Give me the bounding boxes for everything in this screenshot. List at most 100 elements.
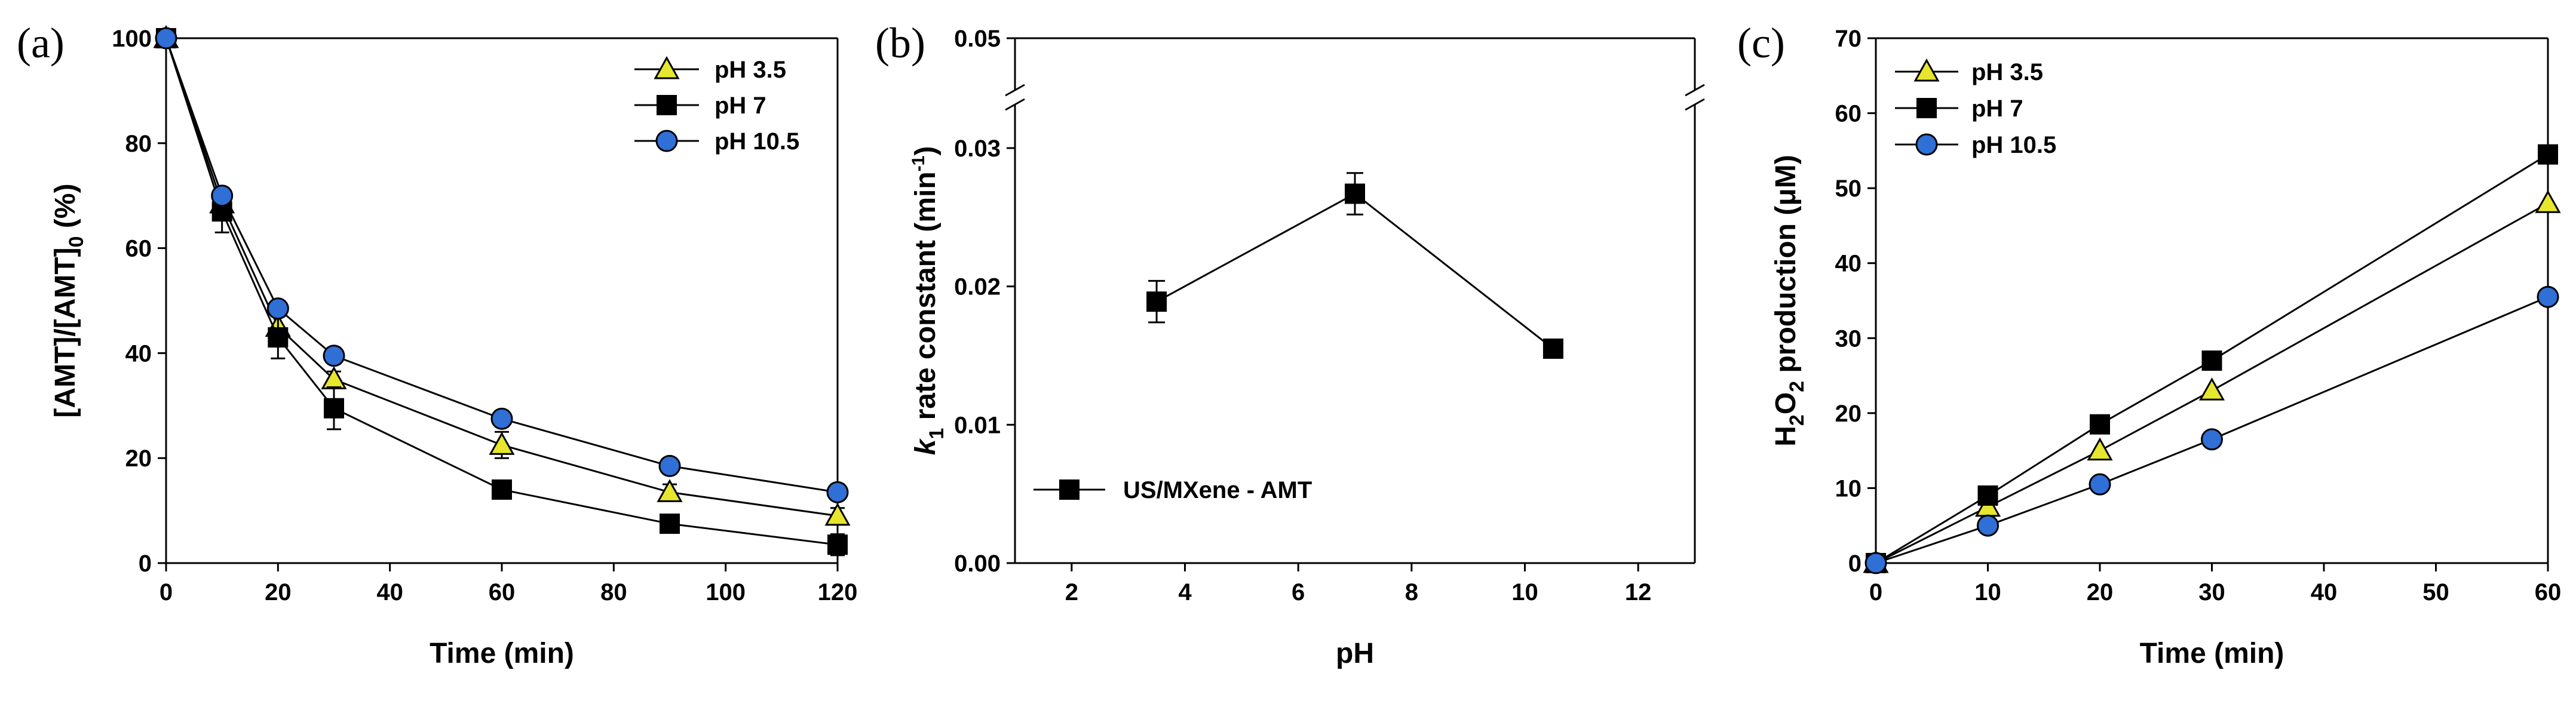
panel-label: (b) [875, 19, 925, 67]
data-point-square [492, 479, 512, 500]
y-tick-label: 70 [1835, 26, 1862, 52]
x-tick-label: 20 [265, 579, 292, 605]
series-line [1156, 192, 1554, 350]
y-tick-label: 40 [125, 340, 152, 367]
x-tick-label: 10 [1974, 579, 2001, 605]
x-tick-label: 60 [489, 579, 516, 605]
axis-break-mark [1685, 98, 1705, 111]
x-tick-label: 120 [818, 579, 858, 605]
y-axis-title-tail: (%) [50, 183, 81, 236]
legend-marker-square [1916, 98, 1937, 118]
legend-label: pH 10.5 [1971, 132, 2056, 158]
legend: US/MXene - AMT [1034, 477, 1312, 503]
y-tick-label: 100 [112, 26, 152, 52]
legend-label: pH 3.5 [714, 57, 786, 83]
x-tick-label: 6 [1292, 579, 1305, 605]
y-tick-label: 40 [1835, 251, 1862, 277]
x-axis-title: Time (min) [2140, 638, 2284, 669]
legend-label: pH 7 [714, 93, 766, 119]
data-point-triangle [489, 432, 515, 455]
x-tick-label: 60 [2535, 579, 2562, 605]
chart-panel-a: 0 20 40 60 80 100 120 0 20 40 60 80 100 Time (min) [AM… [17, 19, 857, 669]
data-point-circle [490, 407, 513, 430]
y-axis-title-end: ) [910, 146, 942, 156]
data-point-circle [1864, 552, 1887, 574]
y-tick-label: 20 [125, 445, 152, 472]
data-point-square [660, 514, 680, 534]
data-point-circle [826, 481, 849, 503]
y-axis-title: H2O2 production (μM) [1770, 155, 1808, 446]
legend-marker-circle [1915, 133, 1938, 156]
data-point-square [1146, 291, 1167, 312]
panel-label: (a) [17, 19, 65, 67]
y-tick-label: 0.00 [954, 551, 1001, 577]
chart-panel-b: 2 4 6 8 10 12 0.00 0.01 0.02 0.03 0.05 pH k1 rate co… [875, 19, 1705, 669]
data-point-square [1345, 183, 1365, 204]
data-point-square [1977, 485, 1998, 506]
x-tick-label: 30 [2198, 579, 2225, 605]
legend-label: pH 3.5 [1971, 59, 2043, 85]
legend: pH 3.5 pH 7 pH 10.5 [634, 56, 799, 155]
y-tick-label: 0.01 [954, 412, 1001, 438]
data-point-circle [658, 454, 681, 477]
x-tick-label: 20 [2087, 579, 2114, 605]
data-point-square [827, 534, 848, 555]
data-point-circle [323, 345, 345, 367]
x-tick-label: 0 [160, 579, 173, 605]
y-axis-title: k1 rate constant (min-1) [909, 146, 948, 456]
data-point-circle [266, 297, 289, 320]
x-axis-title: pH [1336, 638, 1374, 669]
y-axis-title-tail: production (μM) [1770, 155, 1802, 381]
x-tick-label: 10 [1511, 579, 1538, 605]
data-point-triangle [2087, 437, 2113, 461]
y-tick-label: 20 [1835, 401, 1862, 427]
data-point-square [268, 327, 289, 348]
x-tick-label: 40 [2311, 579, 2338, 605]
x-tick-label: 40 [376, 579, 403, 605]
data-point-triangle [2198, 377, 2225, 401]
legend-label: pH 7 [1971, 96, 2023, 122]
legend-label: US/MXene - AMT [1123, 477, 1312, 503]
y-tick-label: 10 [1835, 475, 1862, 502]
x-tick-label: 2 [1065, 579, 1078, 605]
x-tick-label: 8 [1405, 579, 1418, 605]
series-2 [155, 27, 849, 503]
legend-marker-square [657, 95, 677, 115]
y-axis-title-main: k [910, 438, 942, 455]
series-0 [1863, 190, 2561, 573]
y-tick-label: 0.02 [954, 274, 1001, 300]
x-tick-label: 4 [1178, 579, 1192, 605]
y-axis-title-mid: O [1770, 392, 1802, 414]
legend-marker-square [1059, 479, 1080, 500]
y-tick-label: 30 [1835, 325, 1862, 352]
y-axis-title-sub2: 2 [1786, 381, 1808, 392]
y-tick-label: 80 [125, 131, 152, 157]
y-tick-label: 60 [125, 236, 152, 262]
panel-label: (c) [1737, 19, 1785, 67]
data-point-circle [1977, 514, 1999, 537]
y-tick-label: 0.05 [954, 26, 1001, 52]
data-point-circle [2537, 285, 2559, 308]
axis-break-mark [1005, 84, 1025, 97]
x-axis-title: Time (min) [430, 638, 574, 669]
y-tick-label: 0 [139, 551, 152, 577]
data-point-square [2090, 414, 2110, 435]
axis-break-mark [1005, 98, 1025, 111]
y-tick-label: 50 [1835, 176, 1862, 202]
y-axis-title-main: H [1770, 426, 1802, 447]
x-tick-label: 50 [2422, 579, 2449, 605]
data-point-circle [2201, 428, 2223, 451]
legend-marker-triangle [654, 56, 680, 79]
legend-marker-circle [655, 130, 678, 152]
x-tick-label: 80 [600, 579, 627, 605]
data-point-circle [2089, 473, 2111, 496]
x-tick-label: 12 [1625, 579, 1652, 605]
legend-marker-triangle [1913, 58, 1940, 82]
data-point-square [324, 398, 344, 419]
series-0 [1146, 172, 1563, 359]
x-tick-label: 100 [706, 579, 746, 605]
y-tick-label: 60 [1835, 101, 1862, 127]
data-point-circle [211, 185, 234, 207]
